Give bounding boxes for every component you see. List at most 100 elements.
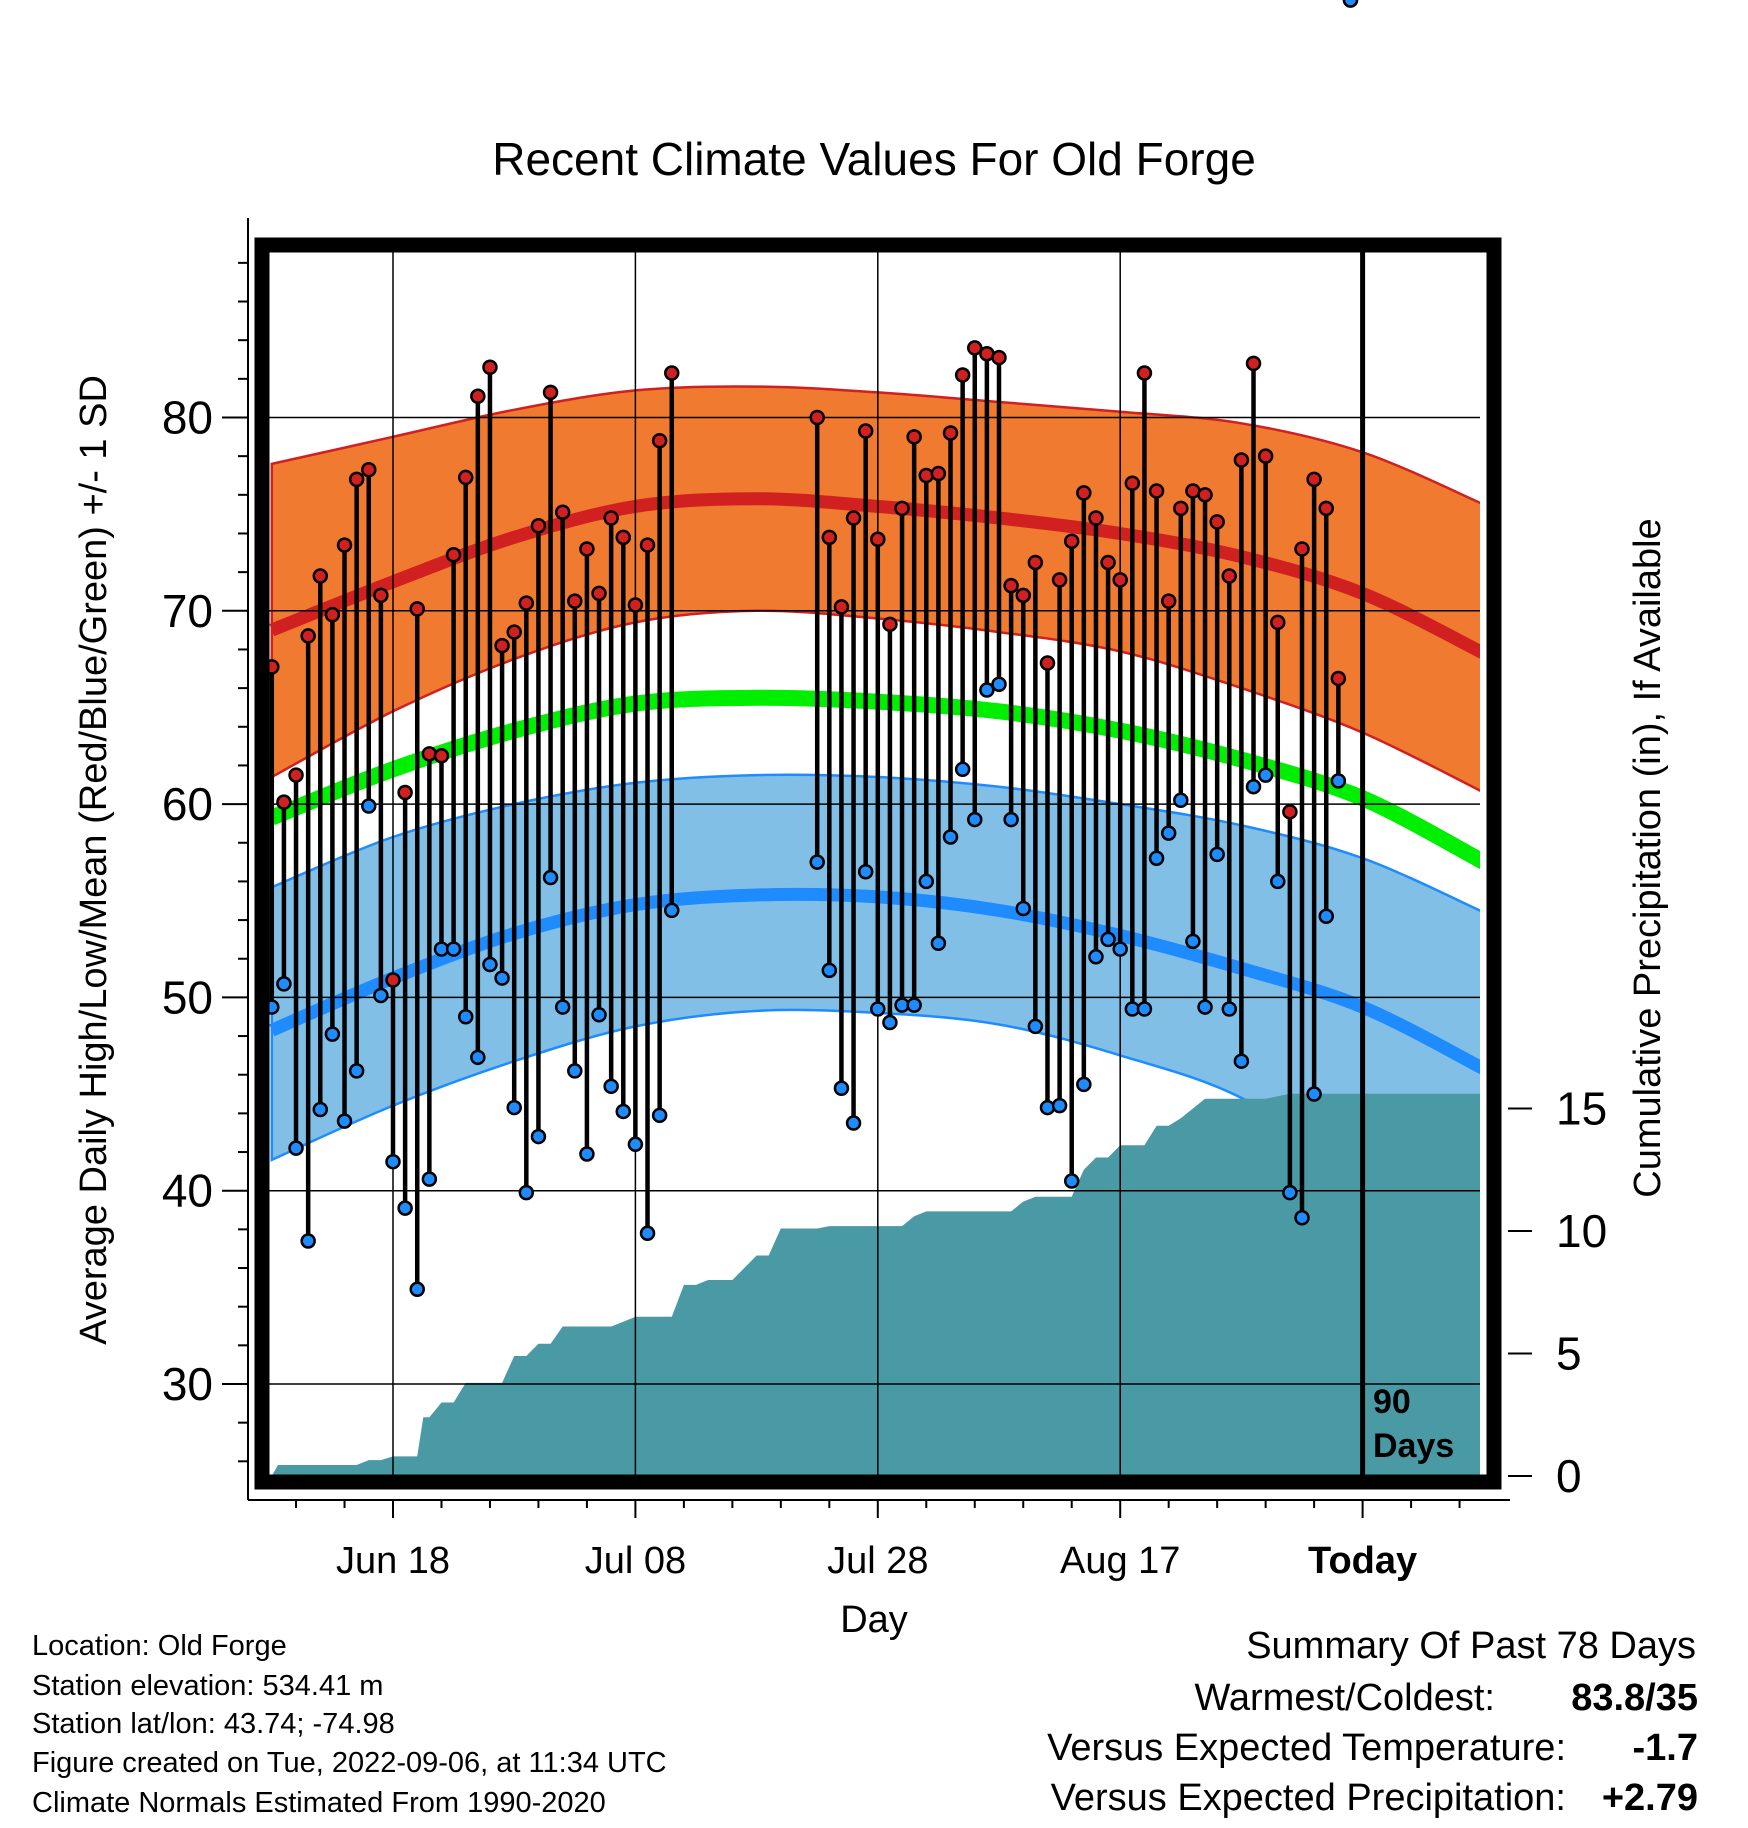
low-point: [1306, 1086, 1322, 1102]
high-point: [1076, 485, 1092, 501]
high-point: [1100, 554, 1116, 571]
summary-temp-label: Versus Expected Temperature:: [1047, 1727, 1566, 1769]
low-point: [942, 829, 959, 845]
low-point: [906, 997, 922, 1013]
low-point: [1112, 941, 1128, 957]
high-point: [1003, 577, 1019, 594]
low-point: [870, 1001, 886, 1017]
high-point: [809, 409, 825, 426]
low-point: [1257, 767, 1274, 783]
y-tick-label: 30: [162, 1358, 213, 1410]
low-point: [518, 1184, 535, 1201]
plot-frame: [254, 237, 1502, 1490]
low-point: [615, 1103, 632, 1120]
low-point: [1160, 825, 1177, 841]
high-point: [845, 510, 862, 526]
high-point: [397, 784, 413, 801]
today-label-line2: Days: [1373, 1427, 1454, 1465]
low-point: [300, 1233, 316, 1249]
low-point: [1088, 949, 1104, 965]
high-point: [530, 517, 547, 534]
x-tick-label: Aug 17: [1060, 1540, 1180, 1582]
low-point: [276, 976, 292, 992]
low-point: [1185, 933, 1201, 950]
summary-warm-cold-label: Warmest/Coldest:: [1194, 1677, 1495, 1719]
high-point: [833, 599, 850, 615]
y-tick-label: 70: [162, 585, 213, 637]
high-point: [276, 794, 292, 810]
low-point: [1063, 1173, 1080, 1189]
low-point: [324, 1026, 341, 1042]
high-point: [1027, 554, 1044, 571]
y-tick-label: 80: [162, 392, 213, 444]
high-point: [482, 359, 498, 375]
high-point: [906, 429, 922, 445]
high-point: [967, 340, 983, 356]
low-point: [930, 935, 947, 952]
high-point: [385, 972, 401, 988]
high-point: [579, 541, 595, 557]
low-point: [1330, 773, 1347, 789]
low-point: [312, 1101, 329, 1118]
y-tick-label: 40: [162, 1165, 213, 1217]
today-label-line1: 90: [1373, 1383, 1411, 1421]
low-point: [554, 999, 571, 1015]
high-point: [1051, 572, 1068, 588]
high-point: [870, 531, 886, 548]
low-point: [954, 761, 971, 778]
low-point: [397, 1200, 413, 1216]
low-point: [494, 970, 510, 986]
y-tick-label: 50: [162, 971, 213, 1023]
high-point: [1112, 572, 1128, 588]
high-point: [1282, 804, 1298, 820]
info-created: Figure created on Tue, 2022-09-06, at 11…: [32, 1747, 667, 1779]
high-point: [1318, 500, 1334, 517]
high-point: [1124, 475, 1141, 491]
y2-axis-label: Cumulative Precipitation (in), If Availa…: [1627, 518, 1669, 1197]
y-tick-label: 60: [162, 778, 213, 830]
low-point: [542, 869, 559, 886]
high-point: [300, 628, 316, 644]
low-point: [1342, 0, 1359, 8]
high-point: [857, 423, 874, 439]
x-tick-label: Jul 28: [827, 1540, 928, 1582]
x-axis-label: Day: [840, 1599, 908, 1641]
info-latlon: Station lat/lon: 43.74; -74.98: [32, 1708, 395, 1740]
high-point: [627, 597, 644, 613]
high-point: [1209, 514, 1225, 530]
low-point: [336, 1113, 353, 1129]
low-point: [1136, 1001, 1153, 1017]
low-point: [1233, 1053, 1250, 1069]
high-point: [409, 601, 425, 617]
chart-title: Recent Climate Values For Old Forge: [492, 133, 1256, 185]
low-point: [1245, 778, 1262, 795]
high-point: [591, 585, 607, 602]
low-point: [1270, 873, 1286, 890]
high-point: [1306, 471, 1322, 488]
high-point: [954, 367, 971, 383]
low-point: [991, 676, 1007, 693]
low-point: [1282, 1184, 1298, 1201]
low-point: [882, 1014, 898, 1031]
high-point: [1270, 614, 1286, 631]
low-point: [1173, 792, 1189, 808]
low-point: [1294, 1210, 1310, 1226]
high-point: [930, 465, 947, 482]
low-point: [651, 1107, 668, 1124]
low-point: [457, 1008, 474, 1025]
high-point: [336, 537, 353, 553]
y2-tick-label: 15: [1556, 1083, 1607, 1135]
high-point: [518, 595, 535, 611]
summary-block: Summary Of Past 78 Days Warmest/Coldest:…: [1047, 1625, 1698, 1819]
high-point: [348, 471, 365, 488]
high-point: [1148, 483, 1165, 499]
low-point: [821, 962, 838, 979]
high-point: [1197, 487, 1213, 503]
precipitation-area: [271, 1093, 1480, 1476]
low-point: [1076, 1076, 1092, 1093]
y2-tick-label: 0: [1556, 1450, 1582, 1502]
low-point: [470, 1049, 486, 1066]
high-point: [1245, 355, 1262, 372]
summary-temp-value: -1.7: [1633, 1727, 1698, 1769]
